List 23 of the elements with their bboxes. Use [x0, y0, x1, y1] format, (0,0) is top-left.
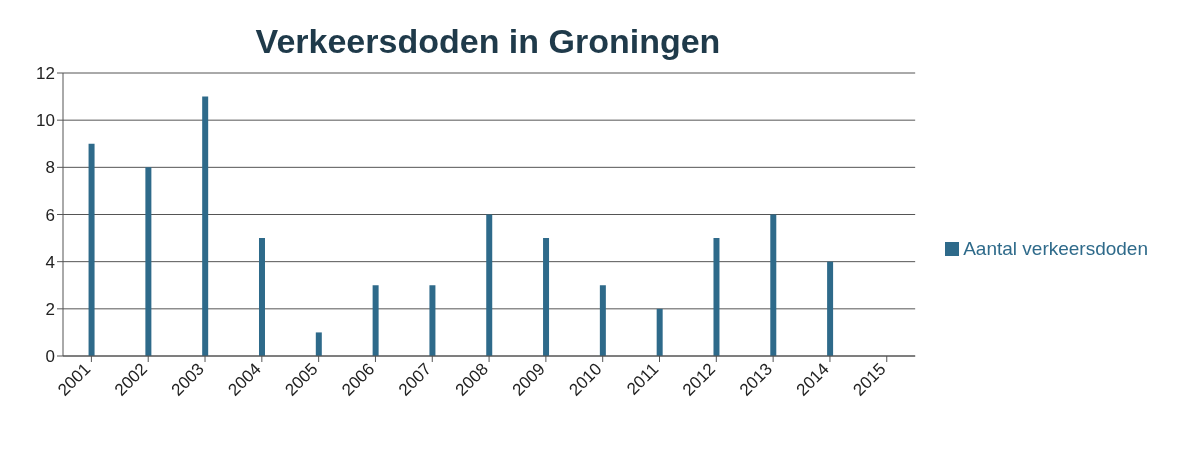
bar [656, 308, 663, 356]
bar [827, 261, 834, 356]
y-tick-label: 0 [45, 347, 55, 367]
y-tick-label: 4 [45, 252, 55, 272]
bar [486, 214, 493, 356]
y-tick-label: 12 [36, 64, 55, 84]
bar [770, 214, 777, 356]
bar [259, 238, 265, 356]
y-tick-label: 10 [36, 111, 55, 131]
bar [599, 285, 606, 356]
y-tick-label: 2 [45, 299, 55, 319]
bar [429, 285, 436, 356]
chart-title: Verkeersdoden in Groningen [254, 21, 722, 61]
bar [145, 167, 152, 356]
bar [713, 238, 720, 356]
legend-label: Aantal verkeersdoden [963, 237, 1148, 259]
bar [202, 96, 209, 356]
bar [543, 238, 550, 356]
y-tick-label: 8 [45, 158, 55, 178]
bar [372, 285, 379, 356]
bar [315, 332, 322, 356]
bar [88, 143, 95, 356]
y-tick-label: 6 [45, 205, 55, 225]
